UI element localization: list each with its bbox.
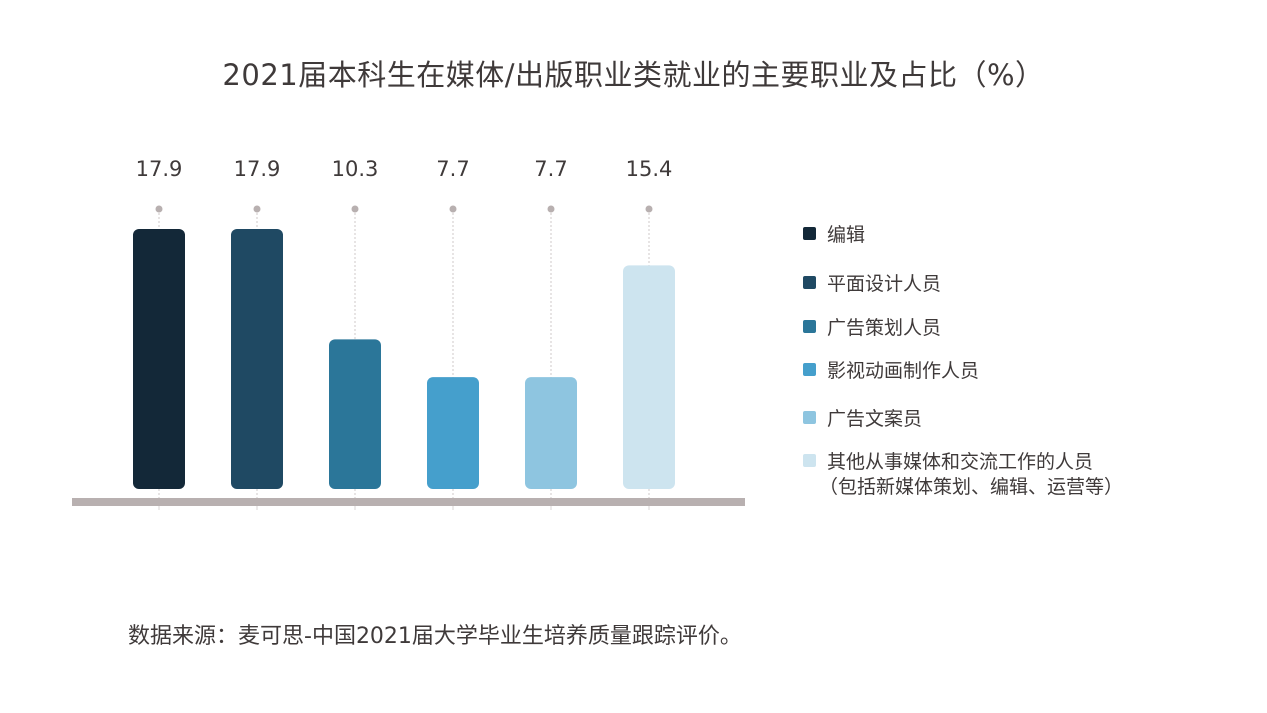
bar-stems	[155, 205, 653, 500]
bar	[623, 265, 675, 489]
legend-item-3: 广告策划人员	[803, 316, 941, 341]
legend-label-6-line1: 其他从事媒体和交流工作的人员	[827, 451, 1094, 473]
value-label: 17.9	[136, 157, 183, 181]
bar	[427, 377, 479, 489]
legend-label-1: 编辑	[827, 224, 866, 246]
baseline-ticks	[158, 506, 650, 510]
legend-label-3: 广告策划人员	[827, 317, 942, 339]
legend-item-2: 平面设计人员	[803, 272, 941, 297]
legend-label-6-line2: （包括新媒体策划、编辑、运营等）	[819, 476, 1124, 498]
bar-group	[133, 229, 675, 489]
bar-marker-dot	[449, 205, 457, 213]
bar-marker-dot	[645, 205, 653, 213]
value-label: 10.3	[332, 157, 379, 181]
legend-label-6: 其他从事媒体和交流工作的人员 （包括新媒体策划、编辑、运营等）	[819, 450, 1123, 500]
bar	[133, 229, 185, 489]
legend-item-4: 影视动画制作人员	[803, 359, 979, 384]
legend-swatch-3	[803, 320, 816, 333]
legend-swatch-4	[803, 363, 816, 376]
bar-marker-dot	[155, 205, 163, 213]
value-label: 7.7	[436, 157, 469, 181]
legend-label-2: 平面设计人员	[827, 273, 942, 295]
legend-label-5: 广告文案员	[827, 408, 923, 430]
bar	[231, 229, 283, 489]
data-source-note: 数据来源：麦可思-中国2021届大学毕业生培养质量跟踪评价。	[128, 624, 742, 649]
legend-item-5: 广告文案员	[803, 407, 922, 432]
chart-baseline	[72, 498, 745, 506]
legend-swatch-5	[803, 411, 816, 424]
bar	[525, 377, 577, 489]
value-labels: 17.9 17.9 10.3 7.7 7.7 15.4	[136, 157, 673, 181]
legend-swatch-2	[803, 276, 816, 289]
chart-title: 2021届本科生在媒体/出版职业类就业的主要职业及占比（%）	[222, 58, 1045, 92]
value-label: 15.4	[626, 157, 673, 181]
legend-swatch-1	[803, 227, 816, 240]
legend-item-1: 编辑	[803, 223, 865, 248]
value-label: 7.7	[534, 157, 567, 181]
bar-marker-dot	[253, 205, 261, 213]
value-label: 17.9	[234, 157, 281, 181]
legend-item-6: 其他从事媒体和交流工作的人员 （包括新媒体策划、编辑、运营等）	[803, 450, 1123, 500]
bar	[329, 339, 381, 489]
legend-swatch-6	[803, 454, 816, 467]
bar-marker-dot	[547, 205, 555, 213]
legend-label-4: 影视动画制作人员	[827, 360, 980, 382]
bar-marker-dot	[351, 205, 359, 213]
bar-chart: 17.9 17.9 10.3 7.7 7.7 15.4	[72, 157, 745, 510]
legend: 编辑 平面设计人员 广告策划人员 影视动画制作人员 广告文案员 其他从事媒体和交…	[803, 0, 1253, 560]
